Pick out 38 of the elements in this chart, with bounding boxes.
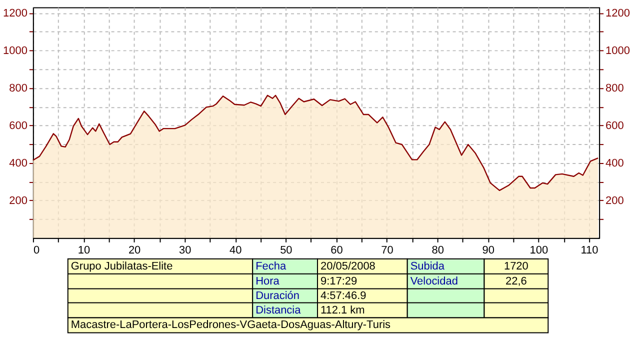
y2-tick-label: 400: [606, 157, 624, 170]
text: Subida: [410, 260, 446, 272]
y-tick-label: 600: [9, 120, 28, 132]
text: Macastre-LaPortera-LosPedrones-VGaeta-DosAguas-Altury-Turis: [70, 319, 392, 332]
x-tick-label: 70: [381, 244, 394, 256]
text: Distancia: [256, 304, 302, 316]
text: 4:57:46.9: [320, 290, 366, 302]
text: 112.1 km: [320, 304, 365, 316]
y-tick-label: 1200: [3, 7, 28, 20]
y2-tick-label: 600: [606, 120, 624, 132]
text: 1720: [504, 260, 528, 272]
text: Duración: [256, 290, 300, 302]
x-tick-label: 40: [230, 244, 242, 256]
text: Velocidad: [410, 275, 458, 288]
text: Hora: [256, 275, 280, 288]
text: 22,6: [506, 275, 527, 288]
x-tick-label: 110: [580, 244, 598, 256]
x-tick-label: 80: [432, 244, 444, 256]
y2-tick-label: 800: [606, 82, 624, 94]
x-tick-label: 100: [530, 244, 548, 256]
text: Fecha: [256, 260, 287, 272]
y-tick-label: 200: [9, 194, 28, 207]
y2-tick-label: 1000: [606, 44, 630, 57]
text: Grupo Jubilatas-Elite: [70, 260, 173, 272]
y-tick-label: 800: [9, 82, 28, 94]
x-tick-label: 30: [178, 244, 192, 256]
x-tick-label: 10: [78, 244, 90, 256]
y-tick-label: 1000: [3, 44, 28, 57]
x-tick-label: 60: [330, 244, 343, 256]
y-tick-label: 400: [9, 157, 28, 170]
x-tick-label: 0: [33, 244, 40, 256]
text: 20/05/2008: [320, 260, 376, 272]
x-tick-label: 90: [482, 244, 494, 256]
text: 9:17:29: [320, 275, 358, 288]
y2-tick-label: 200: [606, 194, 624, 207]
x-tick-label: 20: [128, 244, 141, 256]
y2-tick-label: 1200: [606, 7, 630, 20]
x-tick-label: 50: [280, 244, 292, 256]
